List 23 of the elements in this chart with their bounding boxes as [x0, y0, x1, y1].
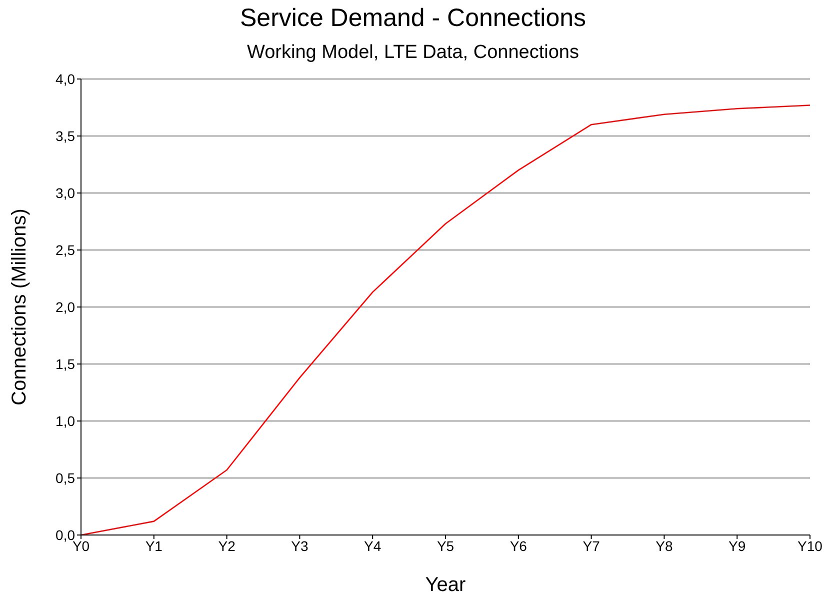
y-tick-label: 1,5 [56, 356, 76, 372]
x-tick-label: Y2 [218, 538, 236, 554]
x-tick-label: Y1 [145, 538, 163, 554]
y-tick-label: 3,0 [56, 184, 76, 201]
chart-title: Service Demand - Connections [239, 4, 587, 33]
y-tick-label: 1,0 [56, 412, 76, 429]
x-tick-label: Y8 [656, 538, 673, 554]
x-tick-label: Y6 [510, 538, 528, 554]
y-tick-label: 0,0 [56, 526, 76, 543]
y-tick-label: 4,0 [56, 70, 76, 87]
y-tick-label: 0,5 [56, 470, 76, 486]
x-tick-label: Y5 [436, 538, 454, 554]
y-tick-label: 2,5 [56, 242, 76, 258]
chart-subtitle: Working Model, LTE Data, Connections [246, 42, 580, 64]
x-tick-label: Y9 [728, 538, 746, 554]
x-axis-title: Year [424, 574, 467, 597]
x-tick-label: Y10 [798, 538, 823, 554]
x-tick-label: Y3 [291, 538, 308, 554]
x-tick-label: Y7 [582, 538, 600, 554]
y-axis-title: Connections (Millions) [8, 208, 32, 406]
y-tick-label: 2,0 [56, 298, 76, 315]
x-tick-label: Y4 [364, 538, 382, 554]
y-tick-label: 3,5 [56, 128, 76, 144]
